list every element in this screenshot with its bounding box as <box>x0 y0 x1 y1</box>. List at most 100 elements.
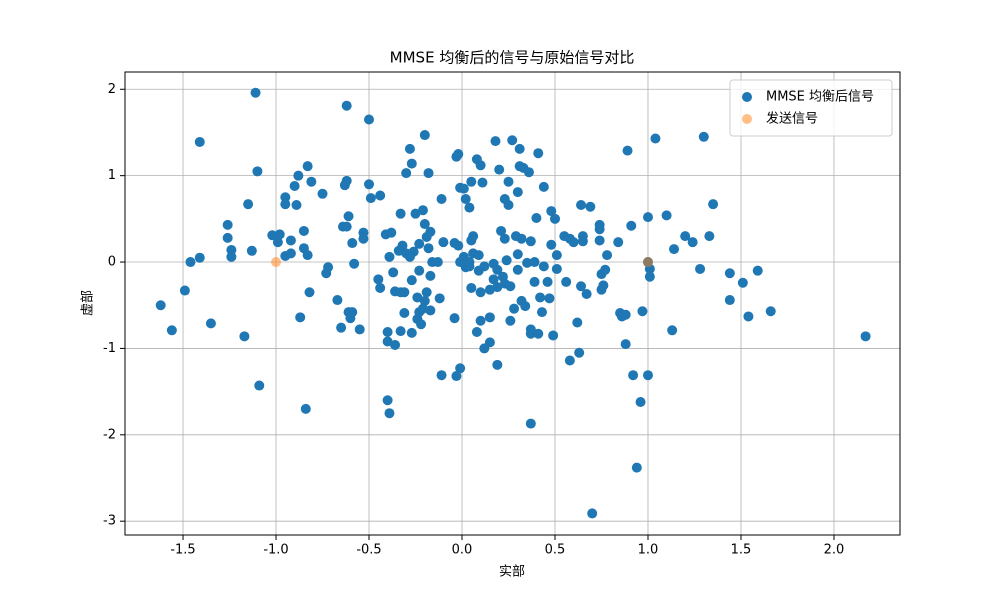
scatter-point <box>382 327 393 338</box>
scatter-point <box>522 257 533 268</box>
y-tick-label: 1 <box>108 168 116 183</box>
scatter-point <box>414 238 425 249</box>
scatter-point <box>628 370 639 381</box>
x-tick-label: 1.0 <box>638 543 659 558</box>
scatter-point <box>395 326 406 337</box>
scatter-point <box>503 200 514 211</box>
scatter-point <box>546 206 557 217</box>
scatter-point <box>453 240 464 251</box>
scatter-point <box>419 130 430 141</box>
scatter-point <box>382 395 393 406</box>
scatter-point <box>289 181 300 192</box>
scatter-point <box>401 168 412 179</box>
scatter-point <box>737 277 748 288</box>
scatter-point <box>529 276 540 287</box>
scatter-point <box>536 307 547 318</box>
scatter-point <box>765 306 776 317</box>
scatter-point <box>529 257 540 268</box>
scatter-point <box>576 281 587 292</box>
scatter-point <box>406 158 417 169</box>
scatter-point <box>494 164 505 175</box>
scatter-point <box>419 219 430 230</box>
scatter-point <box>304 287 315 298</box>
scatter-point <box>412 292 423 303</box>
scatter-point <box>436 370 447 381</box>
scatter-point <box>475 287 486 298</box>
scatter-point <box>388 267 399 278</box>
scatter-point <box>179 285 190 296</box>
x-tick-label: 0.5 <box>545 543 566 558</box>
scatter-point <box>432 257 443 268</box>
scatter-point <box>667 325 678 336</box>
scatter-point <box>364 179 375 190</box>
y-tick-label: -2 <box>103 427 116 442</box>
scatter-point <box>254 380 265 391</box>
scatter-point <box>155 300 166 311</box>
x-axis-label: 实部 <box>499 565 525 580</box>
scatter-point <box>602 250 613 261</box>
scatter-point <box>594 224 605 235</box>
y-tick-label: -3 <box>103 514 116 529</box>
scatter-point <box>512 187 523 198</box>
scatter-point <box>669 244 680 255</box>
scatter-point <box>501 255 512 266</box>
scatter-point <box>488 274 499 285</box>
scatter-point <box>419 295 430 306</box>
scatter-point <box>548 330 559 341</box>
scatter-point <box>464 257 475 268</box>
scatter-point <box>622 145 633 156</box>
scatter-point <box>451 371 462 382</box>
scatter-point <box>239 331 250 342</box>
scatter-point <box>708 199 719 210</box>
scatter-point <box>561 276 572 287</box>
scatter-point <box>194 252 205 263</box>
scatter-point <box>525 236 536 247</box>
scatter-point <box>434 293 445 304</box>
scatter-point <box>743 311 754 322</box>
scatter-point <box>507 135 518 146</box>
scatter-point <box>384 251 395 262</box>
scatter-point <box>425 270 436 281</box>
scatter-point <box>365 193 376 204</box>
scatter-point <box>336 322 347 333</box>
scatter-point <box>399 287 410 298</box>
scatter-point <box>496 225 507 236</box>
scatter-point <box>399 308 410 319</box>
scatter-point <box>417 205 428 216</box>
x-tick-label: -1.0 <box>263 543 288 558</box>
scatter-point <box>306 176 317 187</box>
scatter-point <box>354 324 365 335</box>
scatter-point <box>512 249 523 260</box>
scatter-point <box>520 301 531 312</box>
scatter-point <box>395 208 406 219</box>
scatter-point <box>243 199 254 210</box>
scatter-point <box>698 131 709 142</box>
scatter-point <box>390 339 401 350</box>
scatter-point <box>860 331 871 342</box>
scatter-point <box>525 324 536 335</box>
scatter-point <box>503 176 514 187</box>
scatter-point <box>546 239 557 250</box>
scatter-point <box>514 143 525 154</box>
scatter-point <box>695 263 706 274</box>
scatter-point <box>423 168 434 179</box>
scatter-point <box>280 192 291 203</box>
scatter-point <box>382 336 393 347</box>
scatter-point <box>295 312 306 323</box>
y-tick-label: -1 <box>103 341 116 356</box>
scatter-point <box>384 408 395 419</box>
y-axis-label: 虚部 <box>81 290 96 316</box>
scatter-point <box>291 200 302 211</box>
scatter-point <box>341 175 352 186</box>
scatter-point <box>724 268 735 279</box>
scatter-point <box>280 199 291 210</box>
scatter-point <box>358 233 369 244</box>
scatter-point <box>468 231 479 242</box>
scatter-point <box>436 193 447 204</box>
scatter-point <box>341 221 352 232</box>
scatter-point <box>492 282 503 293</box>
scatter-point <box>479 261 490 272</box>
scatter-point <box>364 114 375 125</box>
scatter-point <box>375 282 386 293</box>
scatter-point <box>644 271 655 282</box>
